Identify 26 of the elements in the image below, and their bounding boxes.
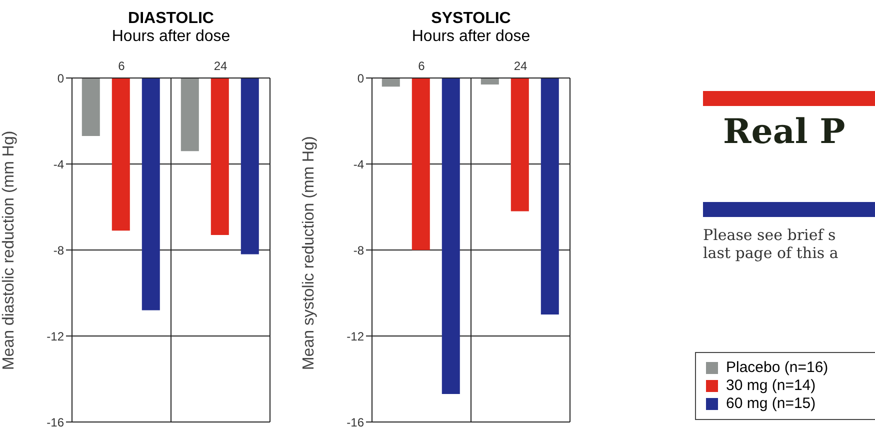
legend-label: 30 mg (n=14)	[726, 377, 816, 395]
x-tick-label: 6	[118, 59, 126, 73]
y-tick-label: 0	[57, 71, 64, 86]
chart-title: DIASTOLIC	[127, 10, 215, 28]
y-tick-label: -4	[353, 157, 364, 172]
text: last page of this a	[703, 244, 838, 262]
y-tick-label: 0	[357, 71, 364, 86]
legend-label: Placebo (n=16)	[726, 359, 828, 377]
legend-label: 60 mg (n=15)	[726, 395, 816, 413]
chart-title: SYSTOLIC	[430, 10, 512, 28]
y-tick-label: -16	[46, 415, 64, 430]
text: Please see brief s	[703, 226, 837, 244]
chart-subtitle: Hours after dose	[110, 28, 232, 46]
x-tick-label: 24	[514, 59, 528, 73]
y-tick-label: -16	[346, 415, 364, 430]
y-tick-label: -12	[46, 329, 64, 344]
y-tick-label: -8	[353, 243, 364, 258]
y-tick-label: -12	[346, 329, 364, 344]
y-tick-label: -4	[53, 157, 64, 172]
y-tick-label: -8	[53, 243, 64, 258]
x-tick-label: 24	[214, 59, 228, 73]
text: Real P	[723, 112, 846, 152]
y-axis-title: Mean diastolic reduction (mm Hg)	[0, 130, 18, 370]
x-tick-label: 6	[418, 59, 426, 73]
y-axis-title: Mean systolic reduction (mm Hg)	[300, 136, 318, 370]
chart-subtitle: Hours after dose	[410, 28, 532, 46]
